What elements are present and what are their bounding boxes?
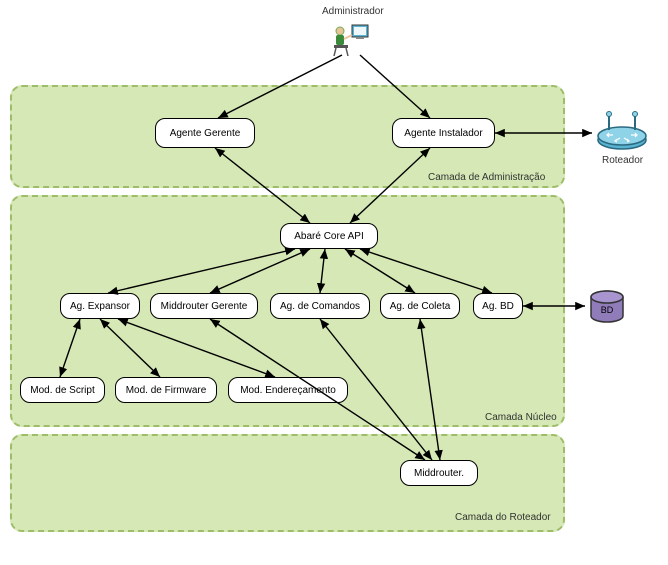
db-label: BD (601, 305, 614, 315)
node-agente-gerente: Agente Gerente (155, 118, 255, 148)
node-agente-instalador: Agente Instalador (392, 118, 495, 148)
node-label: Ag. BD (482, 301, 514, 312)
node-mod-script: Mod. de Script (20, 377, 105, 403)
node-label: Agente Instalador (404, 128, 482, 139)
node-middrouter: Middrouter. (400, 460, 478, 486)
node-label: Middrouter. (414, 468, 464, 479)
database-icon: BD (588, 290, 626, 331)
layer-core-label: Camada Núcleo (485, 412, 557, 423)
node-label: Middrouter Gerente (161, 301, 248, 312)
node-label: Abaré Core API (294, 231, 363, 242)
node-label: Mod. de Script (30, 385, 94, 396)
node-abare-core-api: Abaré Core API (280, 223, 378, 249)
node-mod-firmware: Mod. de Firmware (115, 377, 217, 403)
node-middrouter-gerente: Middrouter Gerente (150, 293, 258, 319)
layer-router-label: Camada do Roteador (455, 512, 551, 523)
node-ag-comandos: Ag. de Comandos (270, 293, 370, 319)
node-ag-bd: Ag. BD (473, 293, 523, 319)
node-ag-expansor: Ag. Expansor (60, 293, 140, 319)
node-label: Mod. Endereçamento (240, 385, 336, 396)
node-ag-coleta: Ag. de Coleta (380, 293, 460, 319)
node-label: Mod. de Firmware (126, 385, 207, 396)
layer-admin-label: Camada de Administração (428, 172, 545, 183)
node-label: Ag. Expansor (70, 301, 130, 312)
node-label: Ag. de Comandos (280, 301, 360, 312)
administrator-label: Administrador (322, 6, 384, 17)
node-mod-enderecamento: Mod. Endereçamento (228, 377, 348, 403)
node-label: Ag. de Coleta (390, 301, 451, 312)
node-label: Agente Gerente (170, 128, 241, 139)
router-ext-label: Roteador (602, 155, 643, 166)
router-icon (595, 108, 649, 157)
administrator-icon (330, 23, 372, 64)
